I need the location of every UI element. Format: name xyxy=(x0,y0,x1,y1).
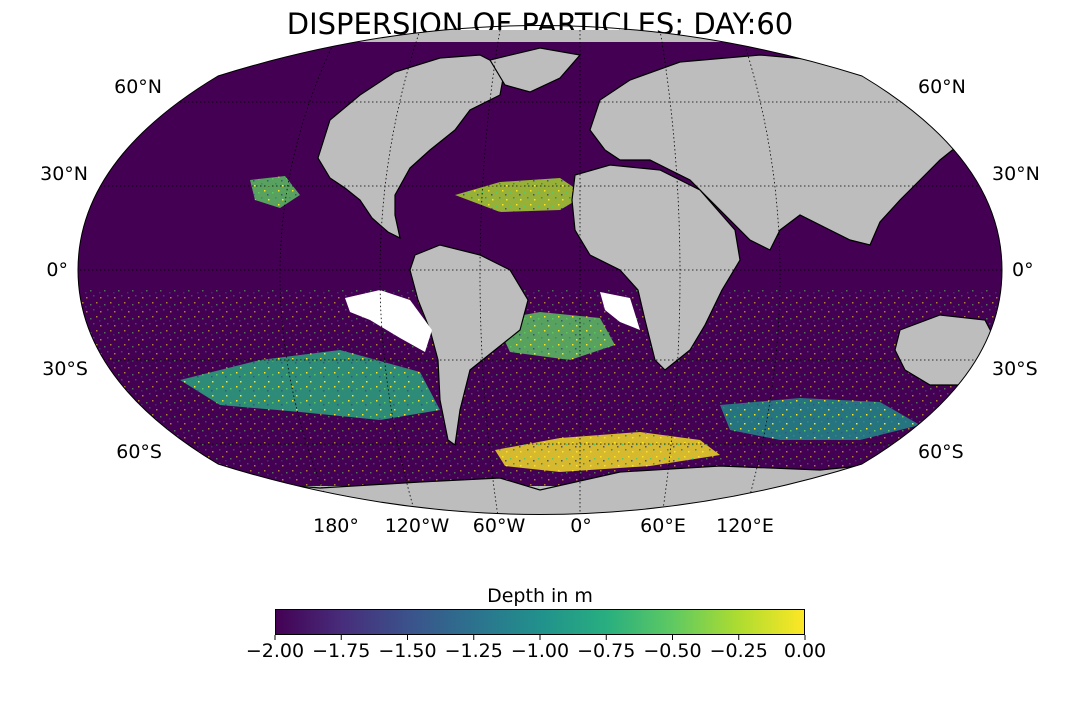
lat-label-right-60n: 60°N xyxy=(918,76,966,98)
lon-label-60w: 60°W xyxy=(472,515,526,537)
lon-label-120w: 120°W xyxy=(384,515,450,537)
particle-region-speckle xyxy=(180,350,440,420)
lon-label-0: 0° xyxy=(570,515,592,537)
lat-label-left-30s: 30°S xyxy=(42,358,88,380)
lat-label-right-30n: 30°N xyxy=(992,163,1040,185)
particle-region-speckle xyxy=(495,432,720,472)
globe-outline xyxy=(77,25,1003,515)
continents xyxy=(78,47,1002,515)
arctic-edge xyxy=(78,30,1002,42)
lon-label-180: 180° xyxy=(313,515,359,537)
lat-label-right-0: 0° xyxy=(1012,259,1034,281)
nodata-patches xyxy=(345,290,640,352)
lon-label-120e: 120°E xyxy=(716,515,774,537)
lat-label-left-60n: 60°N xyxy=(114,76,162,98)
lat-label-right-60s: 60°S xyxy=(918,441,964,463)
lat-label-left-30n: 30°N xyxy=(40,163,88,185)
north-america xyxy=(317,54,506,240)
lat-label-right-30s: 30°S xyxy=(992,358,1038,380)
lat-label-left-60s: 60°S xyxy=(116,441,162,463)
lon-label-60e: 60°E xyxy=(640,515,686,537)
particle-region-speckle xyxy=(250,176,300,208)
colorbar-label: Depth in m xyxy=(487,585,593,607)
particle-field xyxy=(80,176,1000,490)
particle-region-speckle xyxy=(455,178,585,212)
particle-region-speckle xyxy=(720,398,920,440)
particle-region-speckle xyxy=(495,312,615,360)
graticule xyxy=(78,29,1002,515)
south-america xyxy=(409,244,529,447)
colorbar xyxy=(275,609,805,635)
lat-label-left-0: 0° xyxy=(46,259,68,281)
greenland xyxy=(489,47,582,93)
